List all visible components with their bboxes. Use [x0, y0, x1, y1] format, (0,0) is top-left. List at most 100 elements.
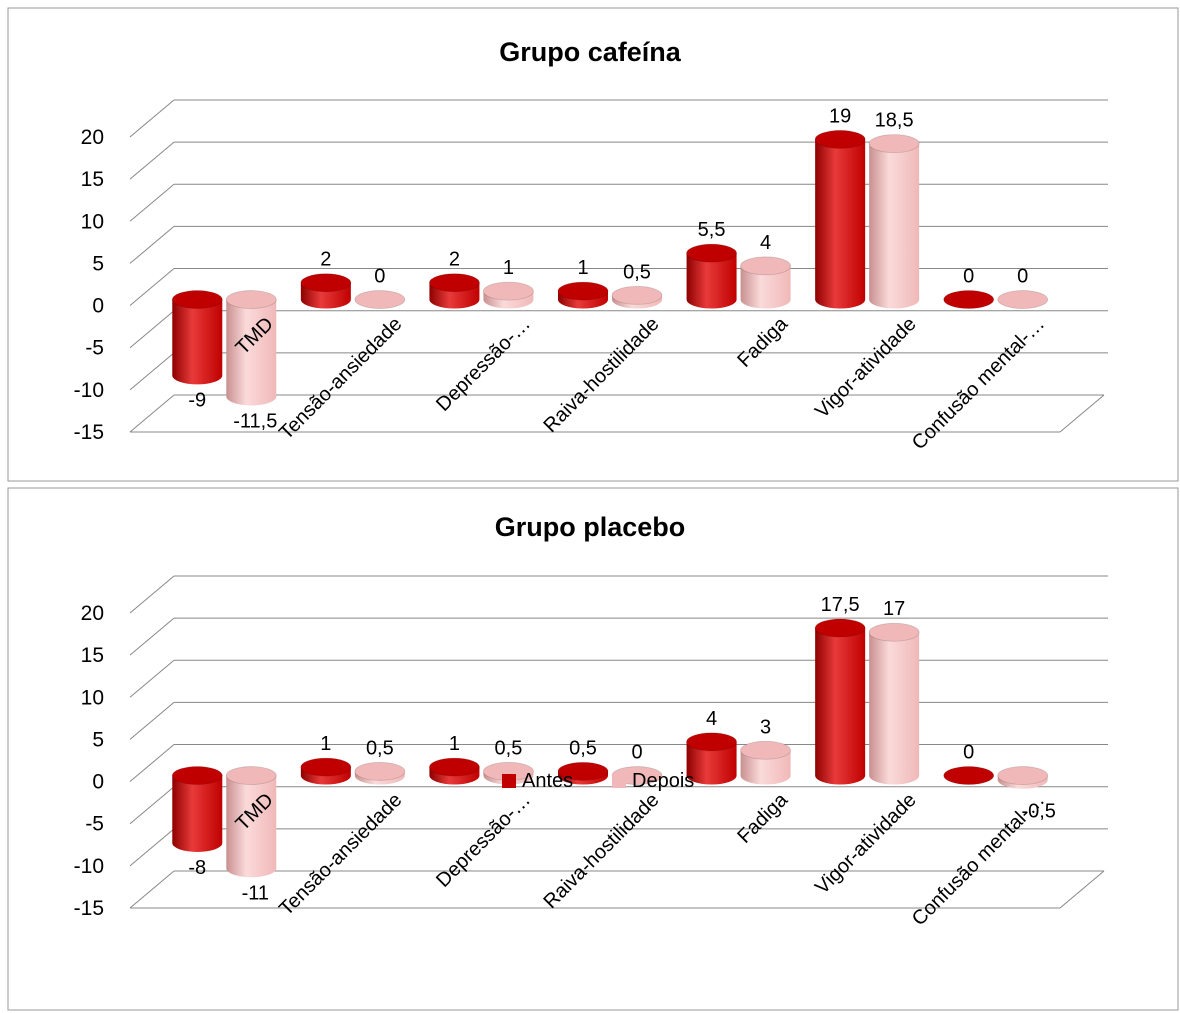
data-label: 1 — [449, 733, 460, 755]
bar-depois — [483, 281, 534, 309]
data-label: 5,5 — [698, 219, 726, 241]
legend: Antes Depois — [502, 770, 694, 792]
bar-depois — [740, 740, 791, 785]
data-label: 0 — [963, 266, 974, 288]
gridline — [129, 352, 1108, 391]
data-label: 0,5 — [569, 737, 597, 759]
data-label: 0 — [1017, 266, 1028, 288]
y-tick-label: 20 — [81, 126, 104, 149]
bar-antes — [686, 732, 737, 785]
data-label: 0,5 — [495, 737, 523, 759]
data-label: 1 — [503, 257, 514, 279]
gridline — [129, 99, 1108, 138]
y-tick-label: -10 — [74, 379, 104, 402]
bar-depois — [225, 290, 277, 406]
legend-item: Antes — [502, 770, 573, 792]
bar-antes — [557, 761, 609, 785]
x-tick-label: Vigor-atividade — [811, 313, 921, 423]
data-label: 3 — [760, 716, 771, 738]
data-label: 1 — [320, 733, 331, 755]
gridline — [129, 701, 1108, 740]
gridline — [129, 786, 1108, 825]
gridline — [129, 870, 1105, 909]
bar-antes — [300, 757, 352, 785]
chart-border — [7, 7, 1179, 482]
bar-antes — [814, 129, 866, 309]
data-label: -11,5 — [233, 410, 277, 432]
y-tick-label: 0 — [92, 295, 104, 318]
gridline — [129, 828, 1108, 867]
x-tick-label: Fadiga — [733, 788, 792, 847]
chart-title: Grupo cafeína — [499, 37, 682, 67]
data-label: 0,5 — [623, 261, 651, 283]
chart-panel-cafeina: Grupo cafeína 20 15 10 5 0 -5 -10 -15 -9 -11,5 2 0 2 1… — [0, 0, 1180, 484]
gridline — [129, 310, 1108, 349]
y-tick-label: 20 — [81, 602, 104, 625]
y-tick-label: -5 — [85, 337, 104, 360]
data-label: -0,5 — [1021, 801, 1055, 823]
bar-depois — [611, 285, 663, 309]
data-label: 2 — [449, 249, 460, 271]
data-label: 2 — [320, 249, 331, 271]
gridline — [129, 744, 1108, 782]
x-tick-label: Tensão-ansiedade — [275, 789, 406, 920]
y-tick-label: 0 — [92, 771, 104, 794]
data-label: 0 — [631, 742, 642, 764]
bar-antes — [429, 757, 480, 785]
y-tick-label: -15 — [74, 421, 104, 444]
bar-depois — [354, 290, 406, 309]
bar-antes — [943, 290, 995, 309]
y-tick-label: -5 — [85, 813, 104, 836]
x-tick-label: Fadiga — [733, 312, 792, 371]
x-tick-label: Raiva-hostilidade — [539, 313, 663, 437]
data-label: 1 — [577, 257, 588, 279]
bar-depois — [868, 622, 920, 785]
data-label: -11 — [242, 882, 269, 904]
bar-depois — [868, 134, 920, 309]
gridline — [129, 141, 1108, 180]
data-label: 17 — [883, 598, 905, 620]
bar-depois — [354, 761, 406, 785]
data-label: 4 — [760, 232, 771, 254]
y-tick-label: -10 — [74, 855, 104, 878]
x-tick-label: Tensão-ansiedade — [275, 313, 406, 444]
x-tick-label: Confusão mental-… — [908, 789, 1049, 930]
gridline — [129, 659, 1108, 698]
bar-antes — [171, 766, 223, 852]
legend-item: Depois — [612, 770, 694, 792]
data-label: -9 — [188, 389, 206, 411]
y-tick-label: 15 — [81, 168, 104, 191]
data-label: 18,5 — [875, 110, 914, 132]
y-tick-label: 10 — [81, 210, 104, 233]
svg-text:Antes: Antes — [522, 770, 573, 792]
data-label: 4 — [706, 708, 717, 730]
gridline — [129, 394, 1105, 433]
gridline — [129, 575, 1108, 614]
bar-depois — [740, 256, 791, 309]
y-tick-label: -15 — [74, 897, 104, 920]
x-tick-label: Raiva-hostilidade — [539, 789, 663, 913]
data-label: 0,5 — [366, 737, 394, 759]
y-tick-label: 15 — [81, 644, 104, 667]
data-label: -8 — [188, 857, 206, 879]
bar-antes — [300, 273, 352, 309]
data-label: 17,5 — [821, 594, 860, 616]
x-tick-label: Depressão-… — [432, 313, 535, 416]
x-tick-label: Confusão mental-… — [908, 313, 1049, 454]
bar-antes — [814, 618, 866, 785]
chart-panel-placebo: Grupo placebo 20 15 10 5 0 -5 -10 -15 -8 -11 1 0,5 1 0… — [0, 484, 1180, 1013]
data-label: 0 — [963, 742, 974, 764]
gridline — [129, 268, 1108, 306]
gridline — [129, 183, 1108, 222]
y-tick-label: 5 — [92, 728, 104, 751]
bar-antes — [429, 273, 480, 309]
x-tick-label: Vigor-atividade — [811, 789, 921, 899]
svg-text:Depois: Depois — [632, 770, 694, 792]
bar-antes — [171, 290, 223, 385]
bar-antes — [557, 281, 609, 309]
bar-antes — [943, 766, 995, 785]
gridline — [129, 225, 1108, 264]
chart-border — [7, 487, 1179, 1011]
